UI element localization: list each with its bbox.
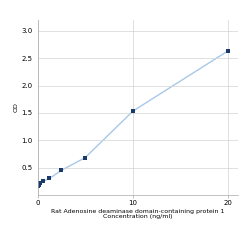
Y-axis label: OD: OD — [14, 102, 18, 113]
Point — [59, 168, 63, 172]
Point — [36, 184, 40, 188]
Point — [37, 183, 41, 187]
Point — [83, 156, 87, 160]
Point — [226, 49, 230, 53]
Point — [38, 182, 42, 186]
Point — [131, 109, 135, 113]
Point — [48, 176, 52, 180]
Point — [42, 179, 46, 183]
X-axis label: Rat Adenosine deaminase domain-containing protein 1
Concentration (ng/ml): Rat Adenosine deaminase domain-containin… — [51, 209, 224, 220]
